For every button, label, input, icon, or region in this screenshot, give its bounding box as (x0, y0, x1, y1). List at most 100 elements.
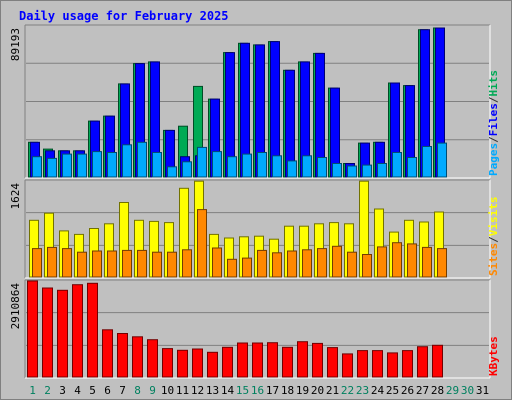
bar-kbytes-day-21 (327, 347, 338, 378)
panel-2: 1624 Sites/Visits (9, 179, 500, 279)
series-axis-label-part: Sites (487, 243, 500, 276)
x-tick-label-day-19: 19 (296, 384, 309, 397)
panel-1: 89193 Pages/Files/Hits (9, 24, 500, 179)
bar-pages-day-19 (302, 155, 312, 178)
bar-pages-day-24 (377, 163, 387, 178)
x-tick-label-day-4: 4 (74, 384, 81, 397)
bar-pages-day-25 (392, 152, 402, 178)
bar-kbytes-day-10 (162, 348, 173, 378)
x-tick-label-day-18: 18 (281, 384, 294, 397)
x-axis-labels: 1 2 3 4 5 6 7 8 9 10 11 12 13 14 15 16 17 18 19 20 21 22 23 24 2… (29, 384, 489, 397)
bar-kbytes-day-4 (72, 284, 83, 378)
bar-pages-day-23 (362, 164, 372, 178)
x-tick-label-day-9: 9 (149, 384, 156, 397)
bar-sites-day-2 (47, 246, 57, 278)
series-sites (32, 209, 447, 278)
x-tick-label-day-8: 8 (134, 384, 141, 397)
series-axis-label: Sites/Visits (487, 197, 500, 277)
bar-kbytes-day-1 (27, 280, 38, 378)
bar-sites-day-21 (332, 245, 342, 278)
bar-pages-day-17 (272, 155, 282, 178)
series-axis-label: KBytes (487, 336, 500, 376)
bar-sites-day-19 (302, 249, 312, 278)
series-axis-label: Pages/Files/Hits (487, 70, 500, 176)
bar-pages-day-7 (122, 144, 132, 178)
bar-pages-day-12 (197, 146, 207, 178)
bar-sites-day-20 (317, 248, 327, 278)
bar-sites-day-14 (227, 258, 237, 278)
panels-layer: 89193Pages/Files/Hits1624Sites/Visits291… (9, 24, 500, 379)
bar-pages-day-26 (407, 157, 417, 178)
bar-sites-day-5 (92, 250, 102, 278)
chart-title: Daily usage for February 2025 (19, 9, 229, 23)
bar-kbytes-day-23 (357, 350, 368, 378)
bar-kbytes-day-13 (207, 351, 218, 378)
x-tick-label-day-6: 6 (104, 384, 111, 397)
series-kbytes (27, 280, 443, 378)
bar-sites-day-12 (197, 209, 207, 278)
x-tick-label-day-13: 13 (206, 384, 219, 397)
bar-sites-day-4 (77, 251, 87, 278)
bar-pages-day-6 (107, 152, 117, 178)
bar-sites-day-7 (122, 249, 132, 278)
bar-pages-day-20 (317, 157, 327, 178)
bar-pages-day-28 (437, 142, 447, 178)
bar-sites-day-3 (62, 248, 72, 278)
bar-pages-day-10 (167, 166, 177, 178)
bar-sites-day-16 (257, 249, 267, 278)
x-tick-label-day-31: 31 (476, 384, 489, 397)
bar-sites-day-9 (152, 251, 162, 278)
y-max-label: 2910864 (9, 283, 22, 330)
bar-pages-day-1 (32, 156, 42, 178)
bar-pages-day-5 (92, 151, 102, 178)
bar-pages-day-27 (422, 146, 432, 178)
bar-sites-day-24 (377, 246, 387, 278)
y-max-label: 89193 (9, 28, 22, 61)
x-tick-label-day-25: 25 (386, 384, 399, 397)
bar-sites-day-6 (107, 250, 117, 278)
bar-kbytes-day-9 (147, 339, 158, 378)
bar-pages-day-13 (212, 151, 222, 178)
x-tick-label-day-1: 1 (29, 384, 36, 397)
x-tick-label-day-20: 20 (311, 384, 324, 397)
panel-3: 2910864 KBytes (9, 279, 500, 379)
bar-kbytes-day-22 (342, 353, 353, 378)
x-tick-label-day-21: 21 (326, 384, 339, 397)
bar-kbytes-day-25 (387, 352, 398, 378)
bar-pages-day-15 (242, 153, 252, 178)
y-max-label: 1624 (9, 183, 22, 210)
bar-kbytes-day-16 (252, 342, 263, 378)
x-tick-label-day-11: 11 (176, 384, 189, 397)
bar-sites-day-18 (287, 250, 297, 278)
bar-kbytes-day-24 (372, 350, 383, 378)
bar-kbytes-day-8 (132, 336, 143, 378)
bar-sites-day-1 (32, 248, 42, 278)
bar-kbytes-day-7 (117, 333, 128, 378)
bar-sites-day-13 (212, 247, 222, 278)
bar-kbytes-day-26 (402, 350, 413, 378)
x-tick-label-day-16: 16 (251, 384, 264, 397)
x-tick-label-day-26: 26 (401, 384, 414, 397)
series-axis-label-part: / (487, 236, 500, 243)
x-tick-label-day-10: 10 (161, 384, 174, 397)
bar-sites-day-22 (347, 251, 357, 278)
x-tick-label-day-2: 2 (44, 384, 51, 397)
x-tick-label-day-15: 15 (236, 384, 249, 397)
series-axis-label-part: Visits (487, 197, 500, 237)
bar-sites-day-15 (242, 257, 252, 278)
bar-sites-day-17 (272, 252, 282, 278)
bar-sites-day-23 (362, 254, 372, 278)
x-tick-label-day-5: 5 (89, 384, 96, 397)
series-axis-label-part: / (487, 96, 500, 103)
x-tick-label-day-3: 3 (59, 384, 66, 397)
series-axis-label-part: / (487, 136, 500, 143)
x-tick-label-day-7: 7 (119, 384, 126, 397)
bar-pages-day-3 (62, 153, 72, 178)
bar-pages-day-18 (287, 160, 297, 178)
bar-pages-day-11 (182, 161, 192, 178)
bar-kbytes-day-2 (42, 287, 53, 378)
bar-kbytes-day-5 (87, 282, 98, 378)
bar-pages-day-14 (227, 156, 237, 178)
bar-sites-day-28 (437, 248, 447, 278)
